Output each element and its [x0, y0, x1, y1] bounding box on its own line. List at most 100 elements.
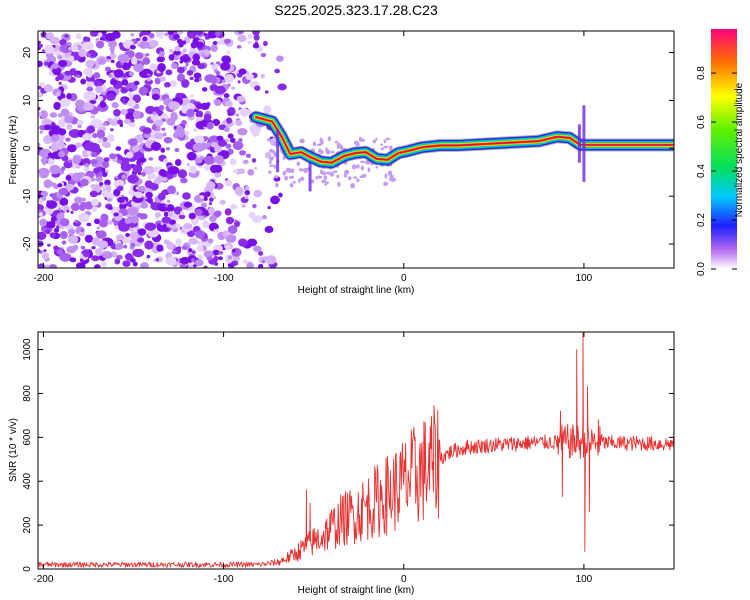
noise-dot [130, 33, 134, 37]
noise-dot [226, 117, 233, 124]
noise-dot [118, 42, 124, 47]
snr-x-ticks: -200 -100 0 100 [33, 332, 593, 585]
snr-frame [37, 331, 675, 570]
noise-dot [203, 32, 208, 37]
noise-dot [248, 212, 256, 219]
noise-dot [115, 175, 119, 180]
noise-dot [154, 77, 161, 85]
noise-dot [195, 31, 204, 36]
noise-dot [39, 218, 48, 227]
noise-dot [96, 230, 107, 239]
noise-dot [201, 87, 208, 92]
x-tick-label: -200 [33, 574, 53, 585]
noise-dot [246, 262, 254, 268]
noise-dot [288, 176, 294, 179]
noise-dot [351, 164, 357, 170]
spectral-ridge [249, 105, 674, 192]
noise-dot [232, 248, 236, 253]
noise-dot [262, 215, 267, 220]
noise-dot [95, 85, 104, 94]
noise-dot [168, 101, 181, 110]
noise-dot [356, 164, 360, 169]
noise-dot [174, 158, 182, 167]
noise-dot [124, 217, 133, 224]
noise-dot [237, 31, 244, 35]
noise-dot [97, 57, 106, 65]
noise-dot [278, 192, 283, 198]
noise-dot [43, 135, 52, 145]
noise-dot [214, 31, 221, 37]
noise-dot [225, 244, 231, 250]
noise-dot [57, 55, 63, 60]
noise-dot [142, 57, 151, 65]
spectrogram-y-ticks: 20 10 0 -10 -20 [22, 47, 674, 251]
noise-dot [224, 73, 235, 83]
noise-dot [72, 155, 82, 165]
noise-dot [375, 166, 379, 169]
noise-dot [299, 138, 305, 144]
noise-dot [188, 237, 198, 245]
noise-dot [166, 185, 176, 195]
noise-dot [117, 53, 130, 63]
noise-dot [113, 108, 121, 117]
noise-dot [39, 130, 43, 134]
noise-dot [330, 150, 335, 154]
noise-dot [178, 41, 184, 45]
y-tick-label: 0 [22, 566, 33, 572]
noise-dot [176, 31, 184, 35]
noise-dot [150, 112, 159, 122]
noise-dot [261, 260, 266, 264]
noise-dot [183, 222, 193, 230]
noise-dot [90, 158, 98, 165]
noise-dot [142, 36, 148, 42]
noise-dot [48, 158, 55, 166]
noise-dot [120, 162, 132, 172]
noise-dot [67, 46, 73, 51]
noise-dot [127, 174, 139, 184]
noise-dot [142, 127, 152, 135]
noise-dot [174, 55, 178, 61]
noise-dot [244, 189, 250, 196]
noise-dot [197, 63, 205, 70]
noise-dot [213, 154, 224, 164]
noise-dot [298, 168, 304, 172]
noise-dot [152, 111, 157, 116]
noise-dot [38, 85, 42, 90]
noise-dot [319, 149, 324, 154]
noise-dot [106, 93, 116, 101]
noise-dot [132, 261, 138, 267]
noise-dot [221, 79, 226, 84]
colorbar: 0.0 0.2 0.4 0.6 0.8 Normalized spectral ampl… [696, 29, 745, 276]
noise-dot [156, 222, 167, 232]
noise-dot [154, 212, 162, 218]
noise-dot [164, 227, 170, 232]
noise-dot [193, 72, 202, 79]
noise-dot [86, 86, 94, 92]
noise-dot [116, 159, 123, 164]
noise-dot [129, 258, 136, 263]
noise-dot [124, 253, 133, 261]
noise-dot [80, 228, 85, 233]
noise-dot [337, 182, 341, 187]
noise-dot [204, 74, 217, 83]
noise-dot [109, 153, 117, 160]
noise-dot [75, 164, 81, 169]
noise-dot [252, 203, 257, 209]
snr-panel: -200 -100 0 100 0 200 400 600 800 1000 Height of… [8, 331, 675, 596]
noise-dot [125, 151, 134, 159]
noise-dot [38, 231, 47, 240]
noise-dot [42, 160, 47, 166]
noise-dot [43, 84, 54, 93]
noise-dot [64, 115, 74, 124]
noise-dot [203, 155, 216, 165]
noise-dot [95, 176, 103, 182]
noise-dot [203, 164, 211, 171]
noise-dot [110, 50, 115, 54]
noise-dot [54, 50, 62, 57]
noise-dot [244, 195, 249, 200]
noise-dot [350, 183, 355, 189]
noise-dot [82, 197, 87, 202]
noise-dot [356, 178, 360, 183]
noise-dot [38, 248, 41, 253]
